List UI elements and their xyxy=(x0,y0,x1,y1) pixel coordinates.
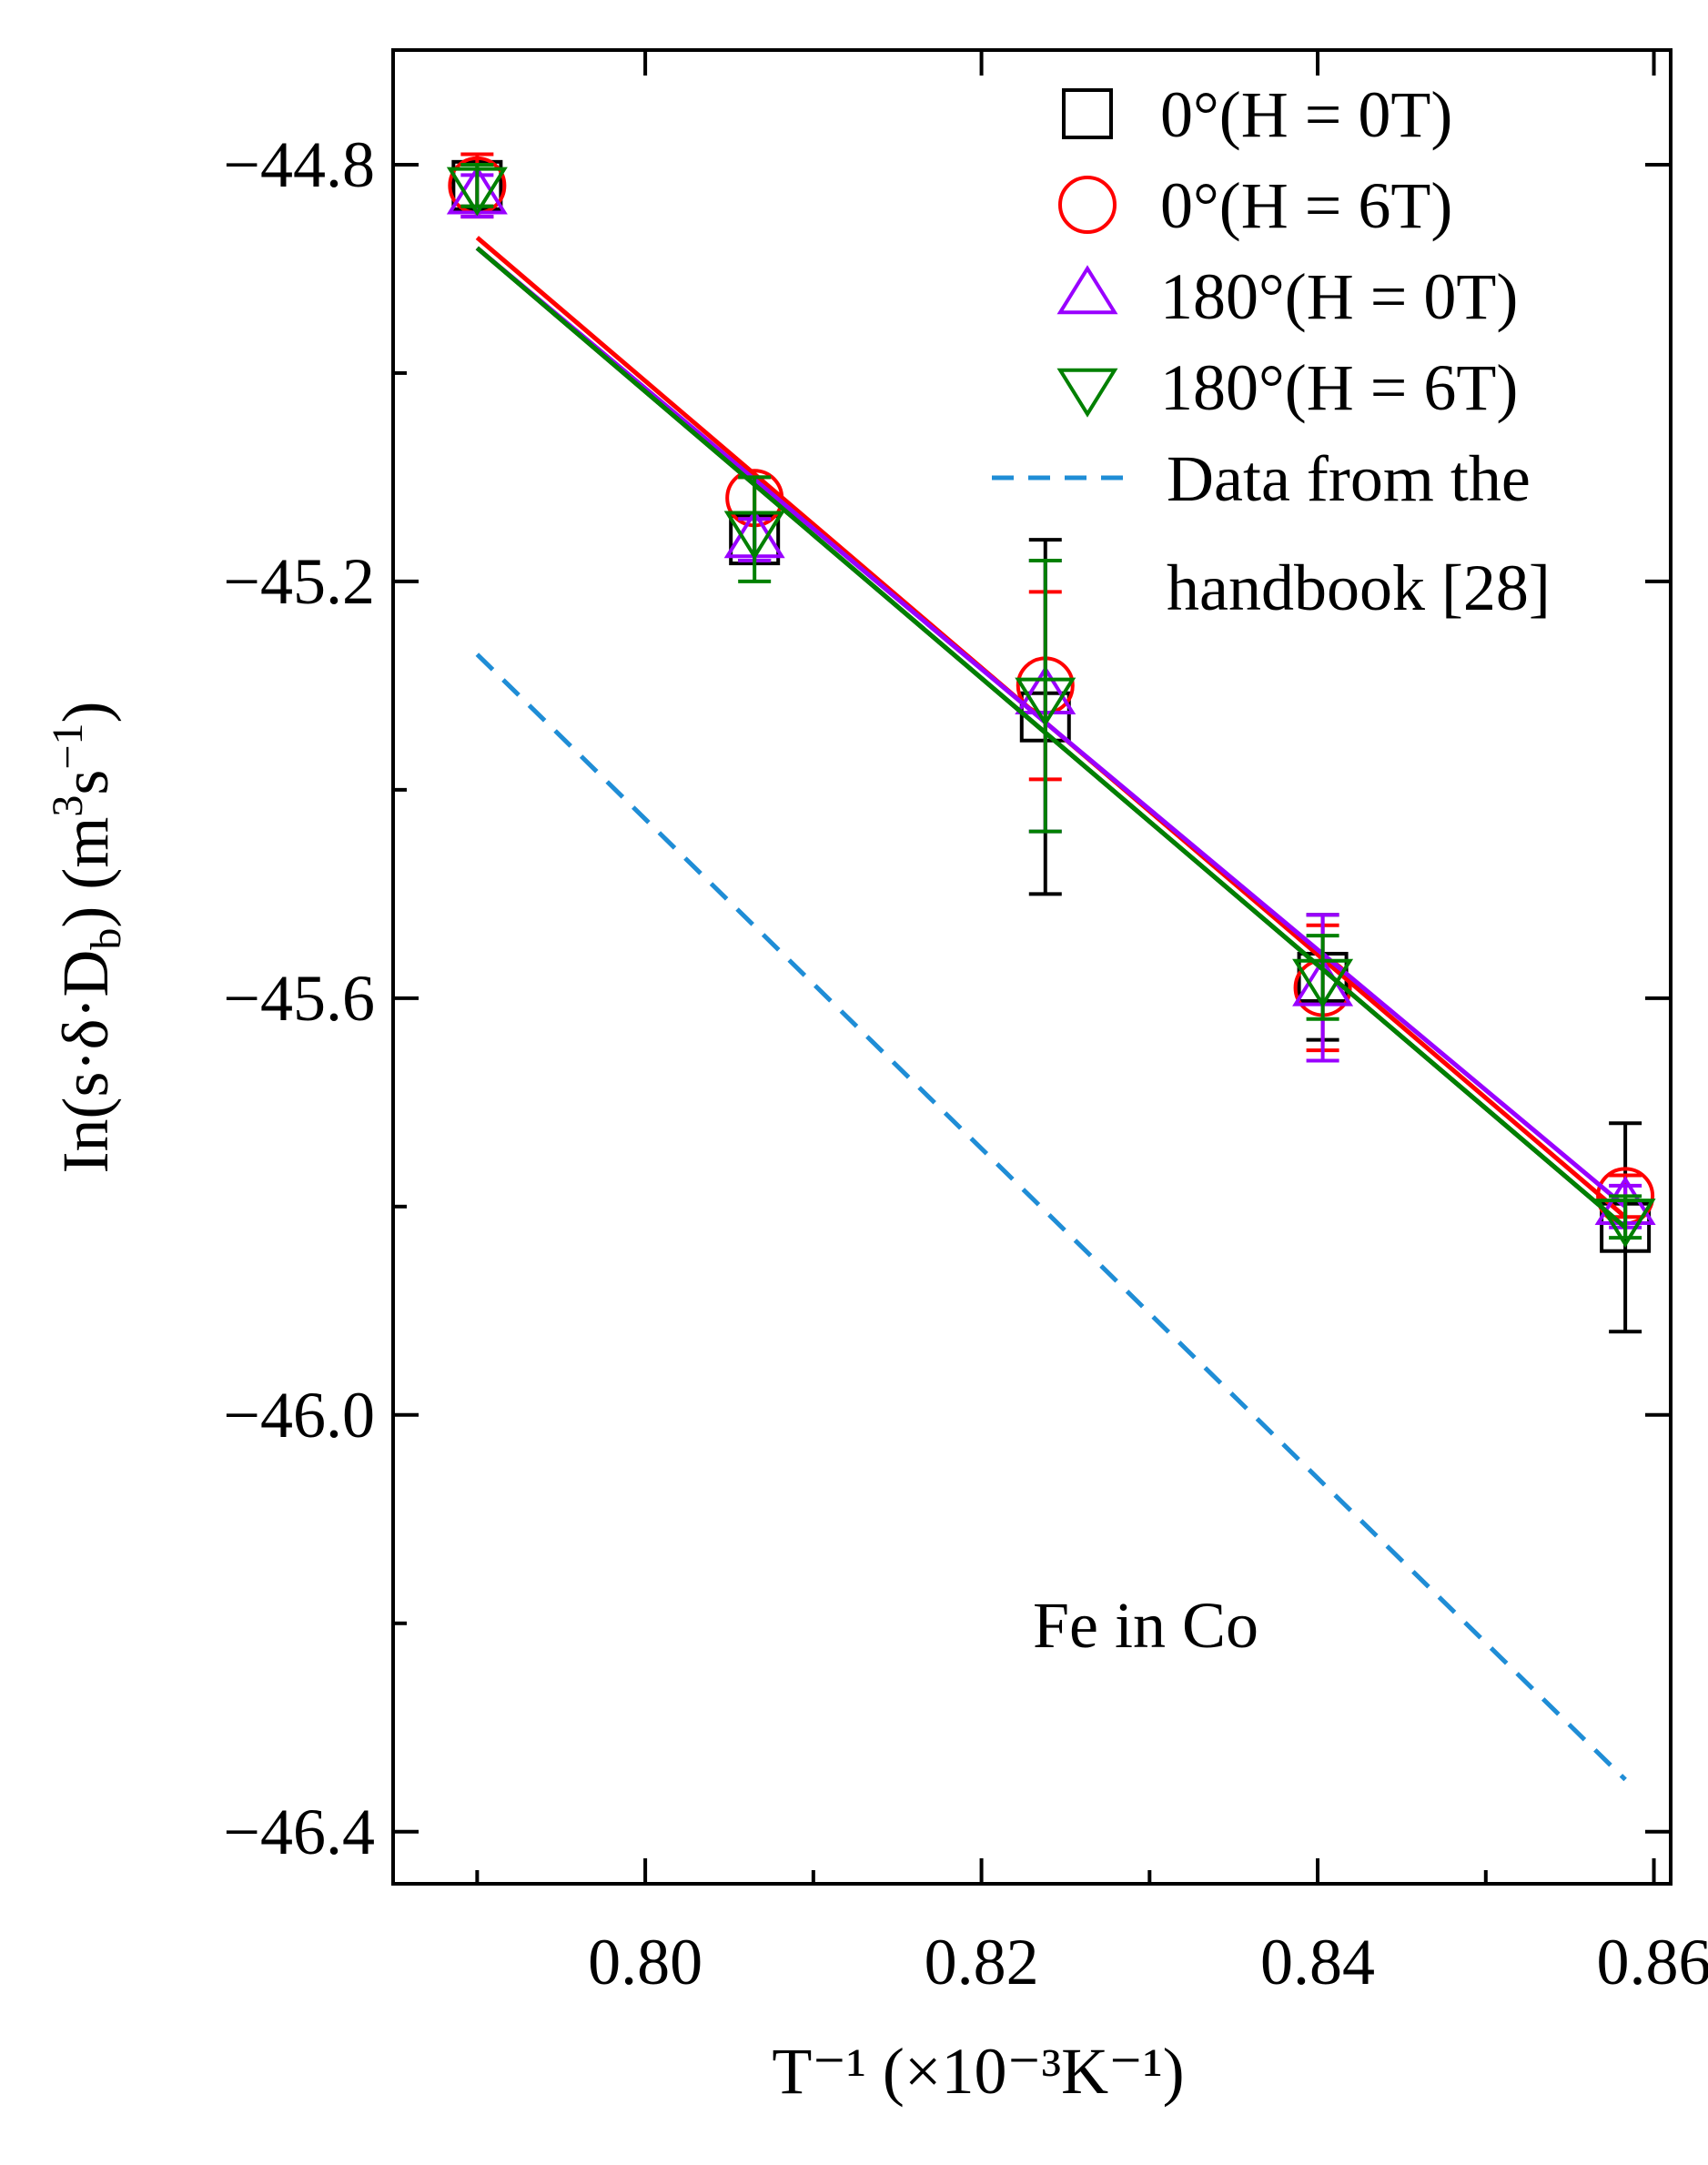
y-axis-title-part: 3 xyxy=(44,795,92,817)
legend: 0°(H = 0T) 0°(H = 6T) 180°(H = 0T) 180°(H =… xyxy=(992,78,1551,624)
legend-label: 180°(H = 6T) xyxy=(1160,351,1518,424)
legend-label: handbook [28] xyxy=(1167,551,1551,624)
y-tick-label: −46.4 xyxy=(223,1796,375,1868)
plot-frame xyxy=(391,48,1673,1886)
plot-area xyxy=(446,152,1656,1782)
legend-swatch xyxy=(1058,176,1117,234)
y-axis-title-part: In(s·δ·D xyxy=(49,950,122,1174)
legend-item: 0°(H = 0T) xyxy=(1062,78,1452,151)
x-axis-title: T⁻¹ (×10⁻³K⁻¹) xyxy=(772,2035,1184,2108)
axes: 0.80 0.82 0.84 0.86 −44.8 −45.2 −45.6 −46.0 −46.… xyxy=(223,48,1708,1998)
x-tick-label: 0.84 xyxy=(1260,1926,1375,1998)
legend-label: 180°(H = 0T) xyxy=(1160,260,1518,333)
legend-label: 0°(H = 6T) xyxy=(1160,169,1452,242)
legend-swatch xyxy=(1056,265,1118,315)
series-0 xyxy=(451,159,1652,1334)
data-point xyxy=(723,511,785,561)
fit-line xyxy=(475,246,1627,1209)
legend-swatch xyxy=(1056,368,1118,418)
series-3 xyxy=(446,162,1656,1248)
legend-label: Data from the xyxy=(1167,442,1531,515)
y-axis-title-part: ) xyxy=(49,702,122,723)
y-tick-label: −44.8 xyxy=(223,128,375,201)
y-tick-label: −45.2 xyxy=(223,545,375,618)
x-tick-label: 0.86 xyxy=(1597,1926,1708,1998)
y-axis-title-part: s xyxy=(49,770,122,795)
y-axis-title: In(s·δ·Db) (m3s−1) xyxy=(44,702,130,1174)
data-point xyxy=(1015,677,1076,727)
fit-line xyxy=(475,246,1627,1229)
annotation-label: Fe in Co xyxy=(1033,1589,1258,1662)
handbook-line xyxy=(475,653,1627,1782)
y-axis-title-part: ) (m xyxy=(49,817,122,928)
legend-item: 180°(H = 6T) xyxy=(1056,351,1518,424)
x-tick-label: 0.80 xyxy=(588,1926,702,1998)
series-4 xyxy=(475,653,1627,1782)
data-point xyxy=(446,167,508,217)
legend-label: 0°(H = 0T) xyxy=(1160,78,1452,151)
y-axis-title-part: −1 xyxy=(44,723,92,770)
legend-item: 180°(H = 0T) xyxy=(1056,260,1518,333)
x-tick-label: 0.82 xyxy=(925,1926,1039,1998)
y-tick-label: −45.6 xyxy=(223,962,375,1035)
y-axis-title-part: b xyxy=(82,928,130,950)
legend-item: 0°(H = 6T) xyxy=(1058,169,1452,242)
y-tick-label: −46.0 xyxy=(223,1379,375,1452)
data-point xyxy=(1292,958,1354,1008)
legend-item: Data from the handbook [28] xyxy=(992,442,1551,624)
data-point xyxy=(1594,1199,1656,1248)
legend-swatch xyxy=(1062,88,1113,139)
